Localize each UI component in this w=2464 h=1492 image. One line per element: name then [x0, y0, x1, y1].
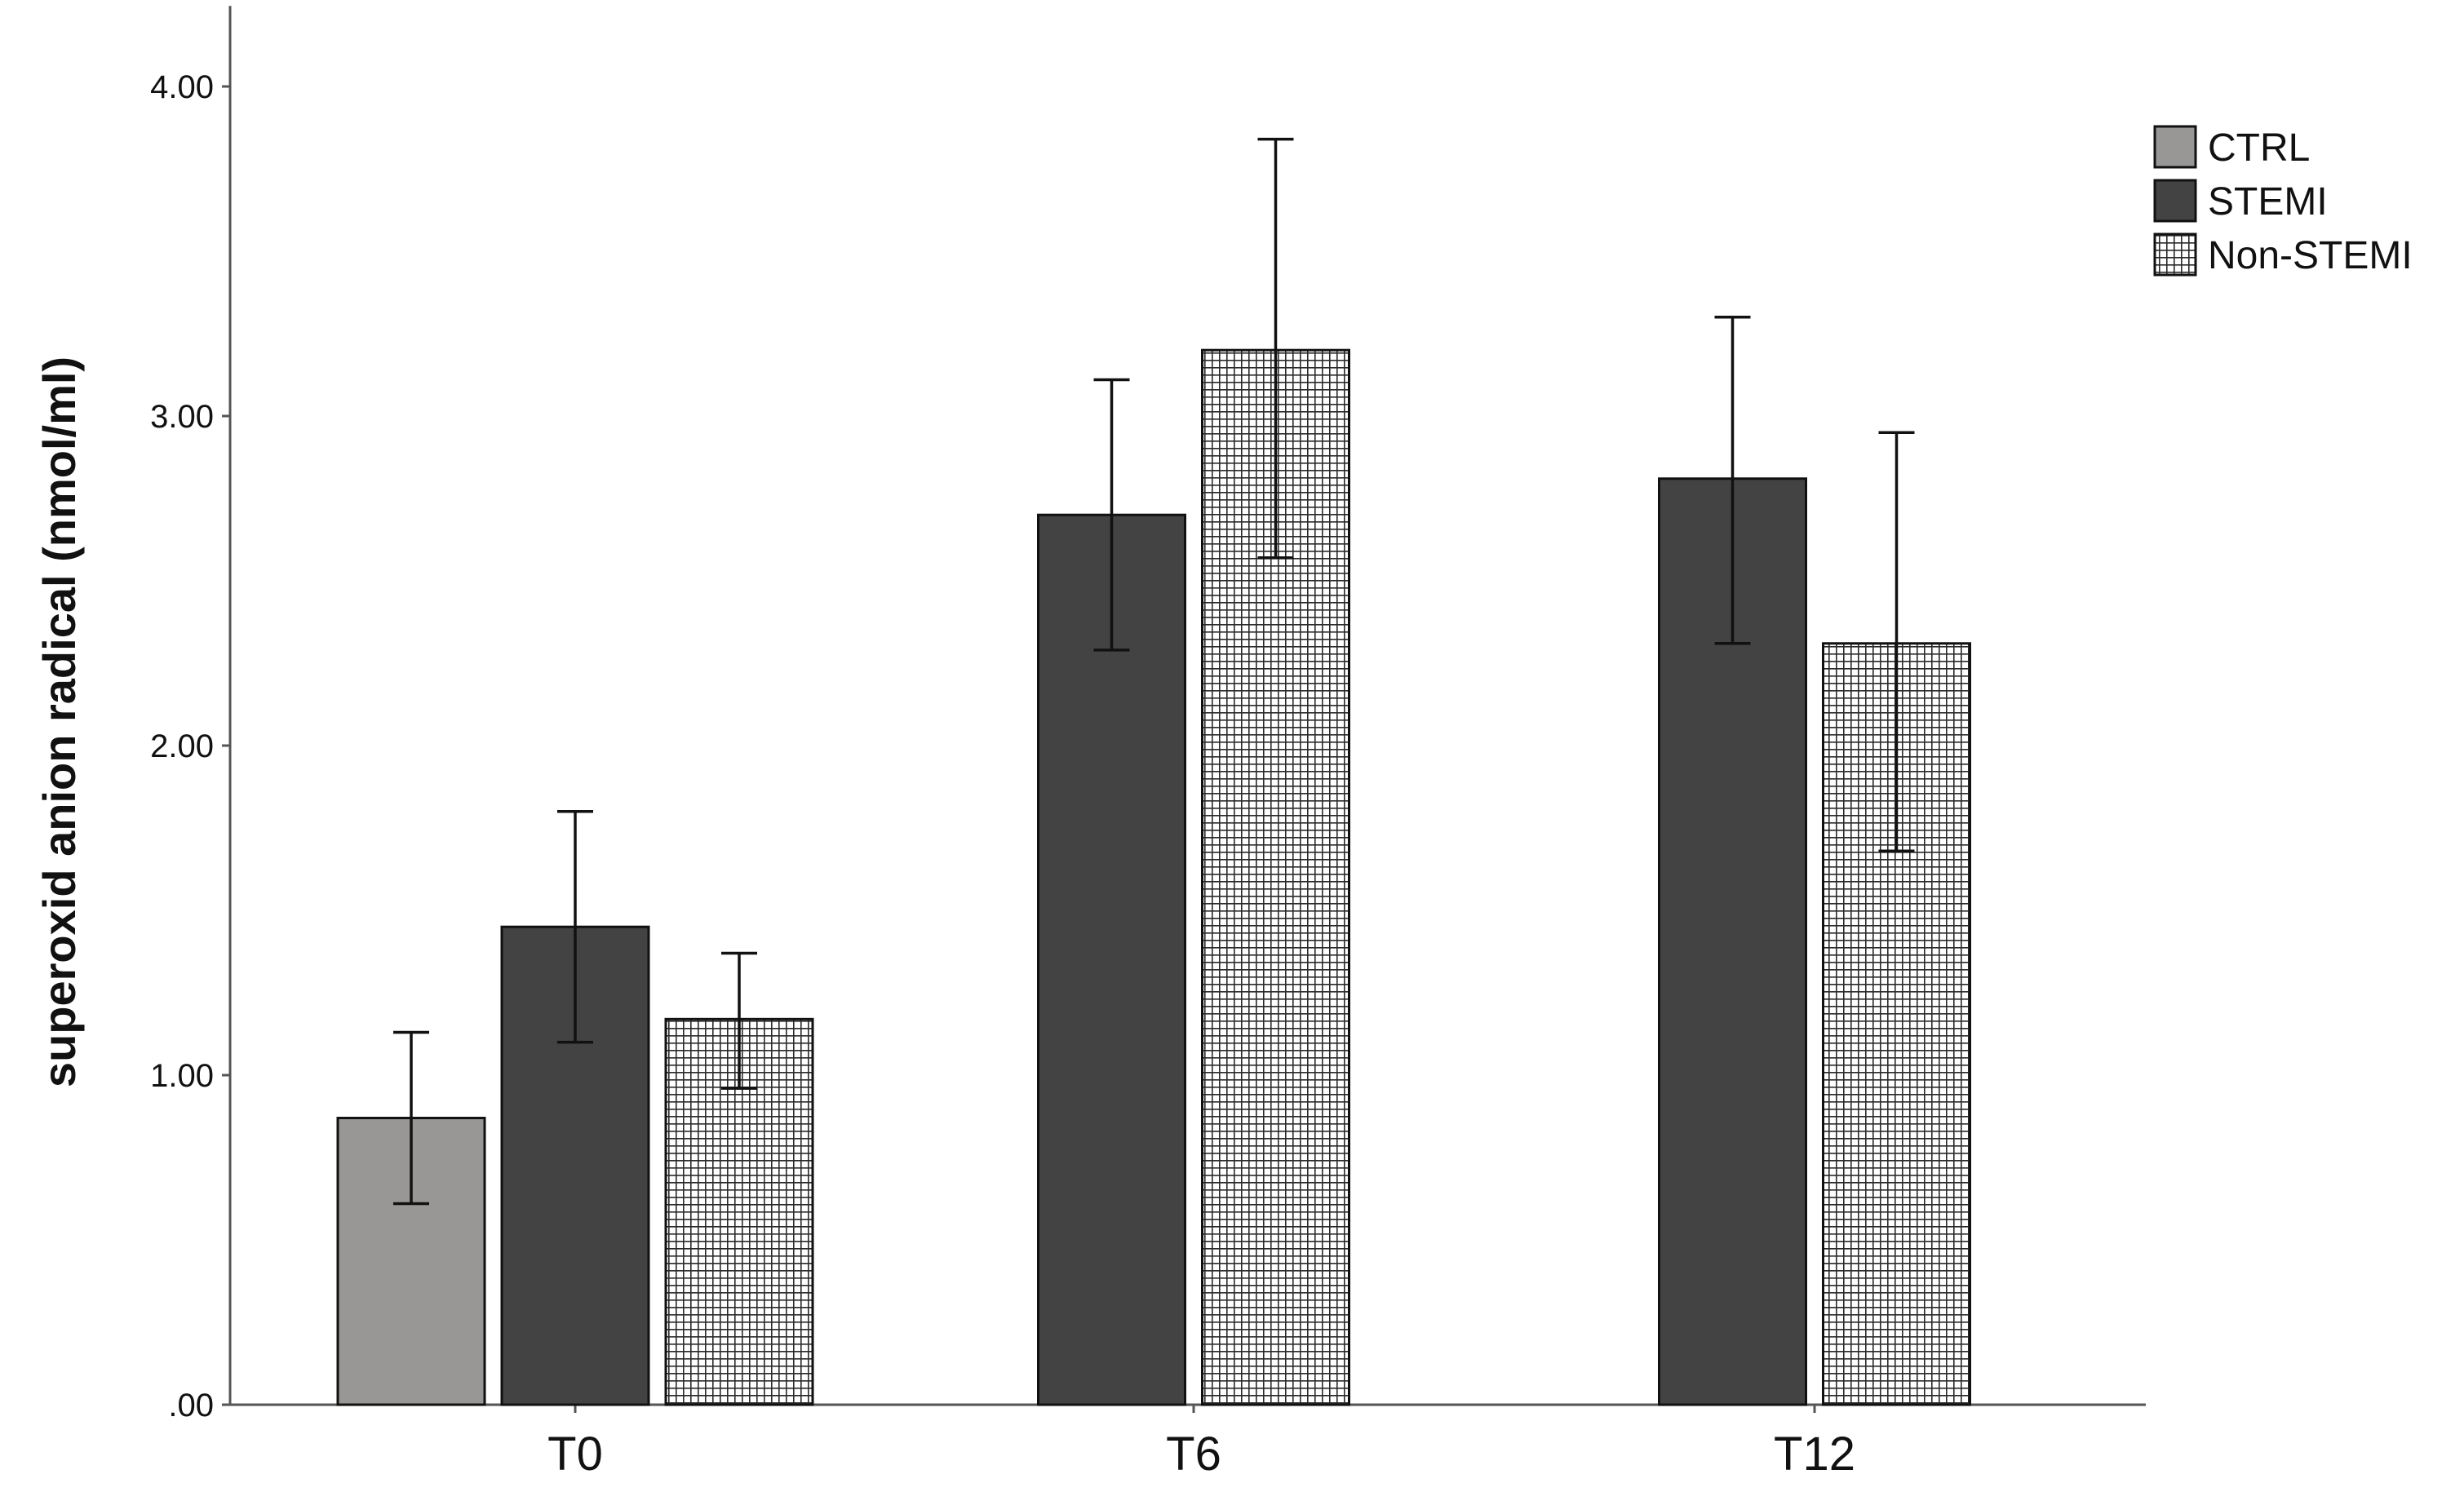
y-tick-label: 3.00 — [150, 399, 214, 435]
legend-swatch — [2153, 232, 2197, 277]
error-bar-non-stemi-t12 — [1878, 431, 1915, 853]
legend-swatch — [2153, 179, 2197, 223]
error-bar-stemi-t12 — [1714, 316, 1751, 645]
error-bar-ctrl-t0 — [393, 1030, 429, 1206]
y-tick-label: 1.00 — [150, 1058, 214, 1094]
x-tick-label-t6: T6 — [1166, 1428, 1221, 1481]
error-bar-stemi-t6 — [1093, 378, 1130, 652]
bar-non-stemi-t0 — [664, 1017, 814, 1406]
y-tick-label: .00 — [168, 1388, 214, 1423]
x-tick-label-t12: T12 — [1774, 1428, 1855, 1481]
error-bar-non-stemi-t0 — [721, 951, 757, 1090]
error-bars — [393, 137, 1915, 1206]
legend-swatch — [2153, 125, 2197, 169]
bar-stemi-t6 — [1037, 513, 1186, 1406]
axis-labels: .00 1.00 2.00 3.00 4.00 superoxid anion radic… — [33, 69, 1855, 1481]
legend: CTRL STEMI Non-STEMI — [2153, 125, 2413, 277]
legend-item-non-stemi: Non-STEMI — [2153, 232, 2413, 277]
error-bar-non-stemi-t6 — [1257, 137, 1294, 560]
y-tick-label: 4.00 — [150, 69, 214, 105]
legend-label: CTRL — [2208, 126, 2310, 170]
legend-label: STEMI — [2208, 180, 2328, 224]
y-tick-label: 2.00 — [150, 728, 214, 764]
legend-label: Non-STEMI — [2208, 234, 2413, 277]
error-bar-stemi-t0 — [557, 810, 593, 1044]
y-axis-title: superoxid anion radical (nmol/ml) — [33, 356, 85, 1087]
legend-item-ctrl: CTRL — [2153, 125, 2310, 170]
x-tick-label-t0: T0 — [547, 1428, 603, 1481]
legend-item-stemi: STEMI — [2153, 179, 2328, 224]
bars — [336, 348, 1971, 1406]
